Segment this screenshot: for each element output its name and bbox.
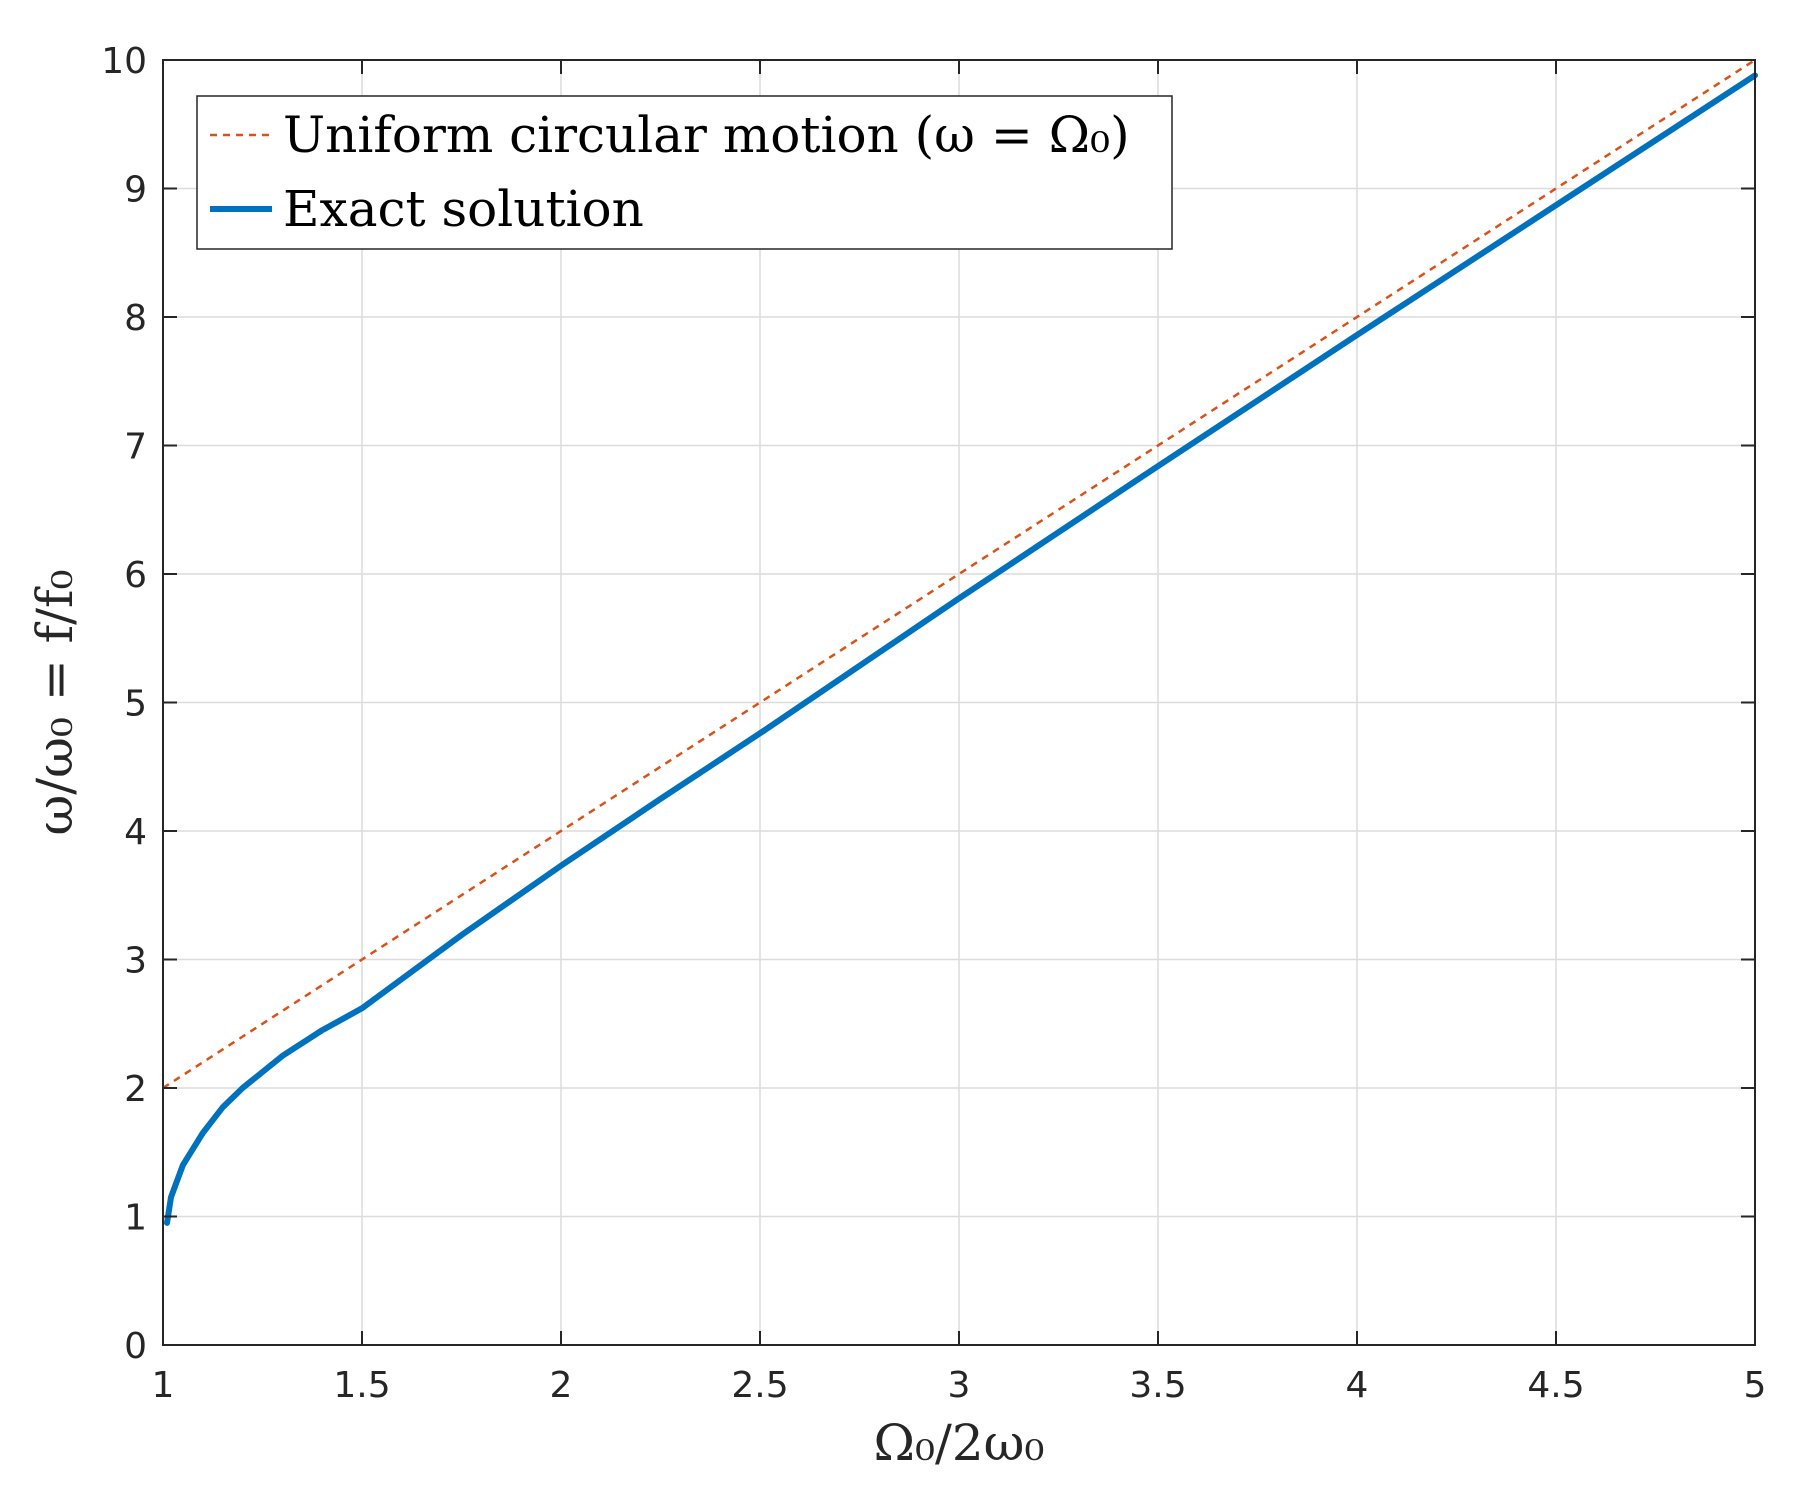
y-tick-label: 1 — [124, 1198, 147, 1239]
x-tick-label: 2.5 — [731, 1365, 788, 1406]
x-tick-label: 1 — [152, 1365, 175, 1406]
y-axis-label: ω/ω₀ = f/f₀ — [26, 569, 84, 835]
y-tick-label: 5 — [124, 684, 147, 725]
legend-entry-uniform: Uniform circular motion (ω = Ω₀) — [283, 106, 1130, 164]
x-tick-label: 3 — [948, 1365, 971, 1406]
y-tick-label: 2 — [124, 1069, 147, 1110]
series-line-exact — [164, 72, 1758, 1226]
plot-series — [162, 58, 1758, 1226]
series-line-uniform — [162, 58, 1756, 1090]
x-tick-label: 1.5 — [333, 1365, 390, 1406]
x-tick-label: 3.5 — [1129, 1365, 1186, 1406]
legend: Uniform circular motion (ω = Ω₀) Exact s… — [196, 95, 1173, 250]
y-tick-label: 0 — [124, 1326, 147, 1367]
y-tick-label: 9 — [124, 170, 147, 211]
legend-box — [196, 95, 1173, 250]
y-tick-label: 4 — [124, 812, 147, 853]
grid-lines — [162, 59, 1756, 1346]
y-tick-label: 7 — [124, 427, 147, 468]
y-tick-label: 6 — [124, 555, 147, 596]
x-tick-label: 2 — [550, 1365, 573, 1406]
x-tick-label: 5 — [1744, 1365, 1767, 1406]
x-tick-label: 4 — [1346, 1365, 1369, 1406]
legend-entry-exact: Exact solution — [283, 180, 644, 238]
y-tick-label: 8 — [124, 298, 147, 339]
x-axis-label: Ω₀/2ω₀ — [874, 1414, 1045, 1472]
x-tick-label: 4.5 — [1527, 1365, 1584, 1406]
y-tick-label: 3 — [124, 941, 147, 982]
y-tick-label: 10 — [101, 41, 147, 82]
